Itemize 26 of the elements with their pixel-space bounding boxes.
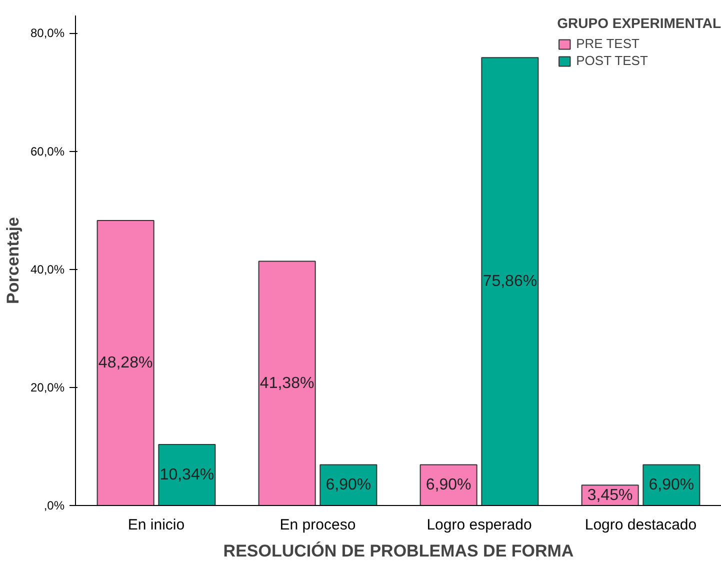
y-tick-label: ,0% [44, 498, 65, 512]
x-tick-label: Logro destacado [584, 516, 697, 534]
x-tick-label: En inicio [128, 516, 185, 534]
data-label: 6,90% [326, 476, 372, 494]
legend-label: PRE TEST [576, 36, 640, 51]
legend-label: POST TEST [576, 53, 648, 68]
bar [96, 220, 154, 506]
y-tick-label: 20,0% [30, 380, 65, 394]
y-tick-label: 40,0% [30, 262, 65, 276]
y-axis-title: Porcentaje [3, 217, 22, 304]
y-tick-label: 80,0% [30, 26, 65, 40]
data-label: 6,90% [426, 476, 472, 494]
data-label: 3,45% [587, 486, 633, 504]
x-axis-title: RESOLUCIÓN DE PROBLEMAS DE FORMA [223, 540, 574, 560]
data-label: 41,38% [260, 374, 314, 392]
x-tick-label: En proceso [280, 516, 356, 534]
data-label: 48,28% [98, 354, 153, 372]
data-label: 6,90% [648, 476, 694, 494]
data-label: 75,86% [482, 273, 538, 290]
bar [158, 444, 216, 506]
legend-title: GRUPO EXPERIMENTAL [557, 15, 721, 31]
bar [258, 260, 316, 506]
x-tick-label: Logro esperado [426, 516, 532, 534]
bar [481, 57, 539, 506]
data-label: 10,34% [160, 466, 214, 484]
y-tick-label: 60,0% [30, 144, 65, 158]
